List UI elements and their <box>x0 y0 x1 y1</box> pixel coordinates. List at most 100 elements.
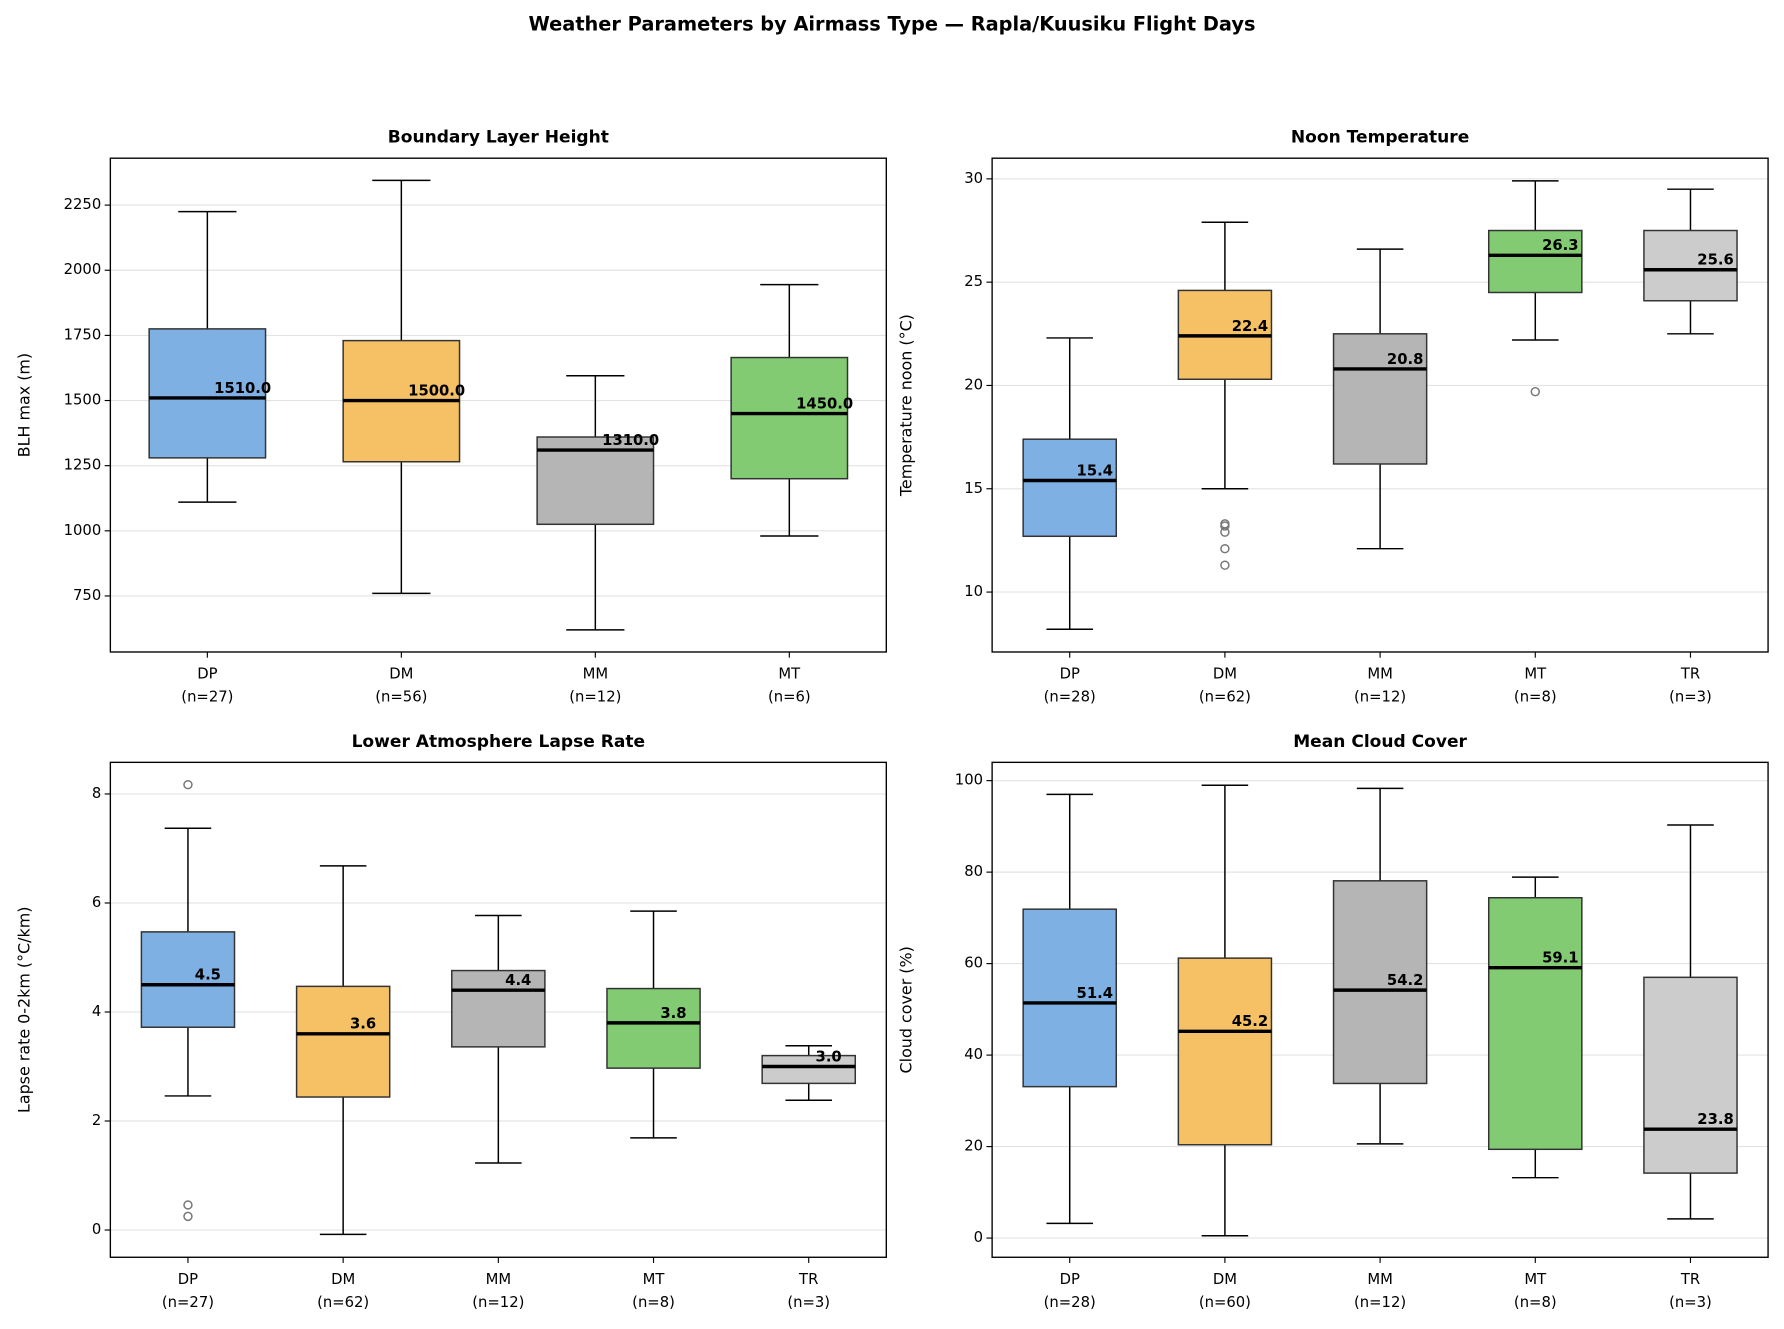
median-label: 4.5 <box>195 967 221 984</box>
median-label: 20.8 <box>1387 351 1423 368</box>
y-tick-label: 1750 <box>64 326 102 343</box>
x-tick-label: DM <box>389 666 413 683</box>
x-tick-count: (n=28) <box>1044 688 1096 705</box>
x-tick-count: (n=6) <box>768 688 811 705</box>
y-tick-label: 10 <box>964 583 983 600</box>
median-label: 25.6 <box>1697 252 1733 269</box>
outlier <box>1220 560 1230 570</box>
x-tick-count: (n=3) <box>1669 688 1712 705</box>
median-label: 1510.0 <box>214 380 271 397</box>
median-label: 23.8 <box>1697 1111 1733 1128</box>
subplot-title: Mean Cloud Cover <box>1293 732 1467 752</box>
x-tick-count: (n=8) <box>632 1294 675 1311</box>
y-tick-label: 25 <box>964 273 983 290</box>
y-tick-label: 100 <box>955 772 983 789</box>
x-tick-label: DP <box>1060 1271 1080 1288</box>
x-tick-count: (n=27) <box>181 688 233 705</box>
y-tick-label: 1500 <box>64 392 102 409</box>
median-label: 3.6 <box>350 1016 376 1033</box>
y-tick-label: 20 <box>964 1138 983 1155</box>
y-tick-label: 2250 <box>64 196 102 213</box>
median-label: 1500.0 <box>408 382 465 399</box>
figure-title: Weather Parameters by Airmass Type — Rap… <box>529 13 1256 36</box>
median-label: 26.3 <box>1542 237 1578 254</box>
box <box>1487 897 1583 1151</box>
y-axis-label: Temperature noon (°C) <box>896 314 915 497</box>
median-label: 1310.0 <box>602 432 659 449</box>
box <box>606 987 701 1069</box>
box <box>295 985 391 1098</box>
outlier <box>1530 386 1541 397</box>
x-tick-label: MM <box>486 1271 512 1288</box>
y-tick-label: 80 <box>964 863 983 880</box>
x-tick-label: DM <box>1213 1271 1237 1288</box>
box <box>451 969 546 1048</box>
plot-frame <box>109 761 887 1258</box>
subplot-title: Lower Atmosphere Lapse Rate <box>352 732 646 752</box>
x-tick-label: TR <box>1680 666 1700 683</box>
box <box>1177 957 1273 1146</box>
box <box>1487 229 1583 294</box>
median-label: 51.4 <box>1077 985 1113 1002</box>
y-tick-label: 60 <box>964 955 983 972</box>
y-tick-label: 2000 <box>64 261 102 278</box>
x-tick-label: MT <box>643 1271 666 1288</box>
y-tick-label: 30 <box>964 170 983 187</box>
median-label: 3.8 <box>660 1005 686 1022</box>
y-tick-label: 1000 <box>64 522 102 539</box>
x-tick-count: (n=8) <box>1514 688 1557 705</box>
x-tick-label: MM <box>583 666 609 683</box>
median-label: 22.4 <box>1232 318 1268 335</box>
x-tick-count: (n=3) <box>787 1294 830 1311</box>
x-tick-label: DM <box>331 1271 355 1288</box>
box <box>761 1054 857 1085</box>
x-tick-count: (n=28) <box>1044 1294 1096 1311</box>
x-tick-count: (n=56) <box>375 688 427 705</box>
x-tick-label: DP <box>197 666 217 683</box>
median-label: 59.1 <box>1542 950 1578 967</box>
x-tick-count: (n=12) <box>1354 1294 1406 1311</box>
subplot-title: Boundary Layer Height <box>388 128 609 148</box>
x-tick-count: (n=27) <box>162 1294 214 1311</box>
box <box>730 356 849 480</box>
y-tick-label: 20 <box>964 376 983 393</box>
x-tick-label: MT <box>1524 666 1547 683</box>
x-tick-label: MT <box>778 666 801 683</box>
x-tick-count: (n=8) <box>1514 1294 1557 1311</box>
box <box>1643 229 1738 302</box>
outlier <box>1220 543 1230 554</box>
plot-frame <box>991 761 1769 1258</box>
x-tick-count: (n=62) <box>317 1294 369 1311</box>
x-tick-count: (n=60) <box>1199 1294 1251 1311</box>
subplot-title: Noon Temperature <box>1291 128 1469 148</box>
x-tick-count: (n=3) <box>1669 1294 1712 1311</box>
x-tick-label: DM <box>1213 666 1237 683</box>
median-label: 3.0 <box>816 1048 842 1065</box>
x-tick-count: (n=62) <box>1199 688 1251 705</box>
median-label: 45.2 <box>1232 1013 1268 1030</box>
box <box>140 931 236 1028</box>
x-tick-label: TR <box>1680 1271 1700 1288</box>
y-tick-label: 6 <box>92 894 101 911</box>
y-tick-label: 15 <box>964 480 983 497</box>
y-tick-label: 750 <box>73 587 101 604</box>
outlier <box>183 1211 193 1222</box>
y-axis-label: BLH max (m) <box>15 353 34 457</box>
box <box>148 328 267 459</box>
y-tick-label: 0 <box>974 1229 983 1246</box>
y-tick-label: 4 <box>92 1003 101 1020</box>
y-tick-label: 2 <box>92 1112 101 1129</box>
x-tick-count: (n=12) <box>472 1294 524 1311</box>
y-tick-label: 8 <box>92 785 101 802</box>
median-label: 15.4 <box>1077 462 1113 479</box>
outlier <box>183 779 193 790</box>
x-tick-label: MT <box>1524 1271 1547 1288</box>
box <box>1022 908 1118 1088</box>
plot-frame <box>109 157 887 653</box>
box <box>1643 976 1738 1174</box>
x-tick-label: MM <box>1367 1271 1393 1288</box>
box <box>1332 880 1428 1085</box>
y-tick-label: 0 <box>92 1221 101 1238</box>
outlier <box>183 1200 193 1210</box>
